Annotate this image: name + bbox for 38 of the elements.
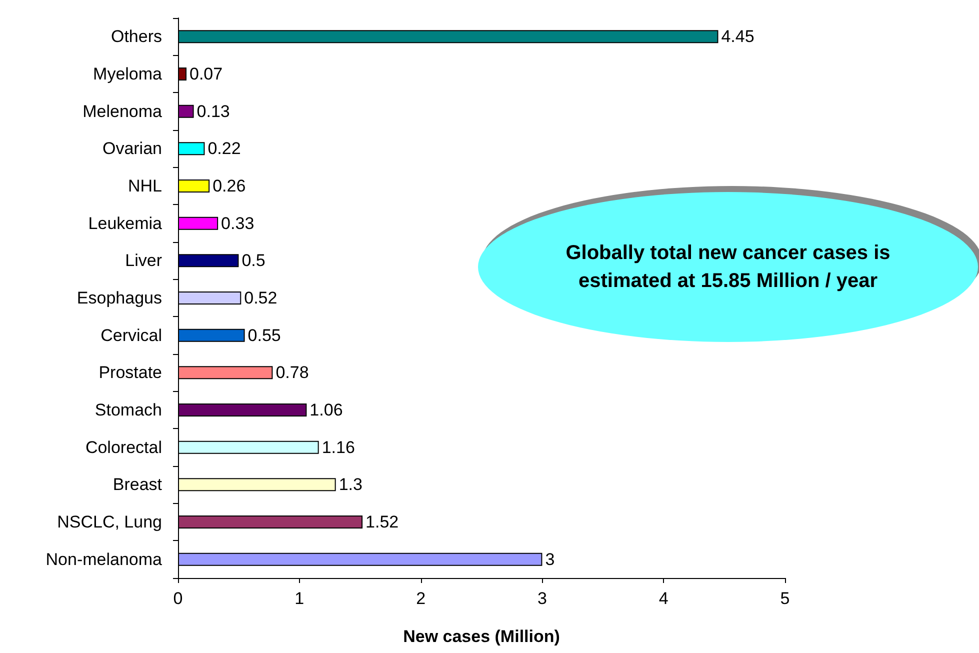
data-label: 0.52 xyxy=(244,288,278,308)
x-tick-label: 5 xyxy=(780,589,790,608)
data-label: 1.52 xyxy=(366,512,399,532)
x-tick-label: 4 xyxy=(658,589,668,608)
data-label: 0.5 xyxy=(242,251,266,270)
data-label: 0.55 xyxy=(248,326,281,345)
y-tick-label: NSCLC, Lung xyxy=(57,512,162,532)
x-tick-label: 0 xyxy=(173,589,183,608)
data-label: 1.16 xyxy=(322,438,355,457)
x-tick-label: 2 xyxy=(416,589,426,608)
ellipse-callout: Globally total new cancer cases is estimated at 15.85 Million / year xyxy=(478,192,978,342)
y-tick-label: Ovarian xyxy=(102,139,162,158)
data-label: 0.26 xyxy=(212,176,246,196)
y-tick-label: Non-melanoma xyxy=(46,550,163,569)
data-label: 1.3 xyxy=(338,475,362,494)
data-label: 1.06 xyxy=(310,400,343,420)
x-tick-label: 3 xyxy=(537,589,547,608)
data-label: 0.13 xyxy=(196,102,230,121)
y-tick-label: Prostate xyxy=(98,363,162,382)
data-label: 0.22 xyxy=(208,139,241,158)
y-tick-label: Leukemia xyxy=(88,214,163,233)
y-tick-label: Liver xyxy=(125,251,162,270)
data-label: 0.07 xyxy=(190,64,223,84)
data-label: 0.33 xyxy=(221,214,254,233)
y-tick-label: Cervical xyxy=(100,326,162,345)
data-label: 3 xyxy=(545,550,555,569)
x-tick-label: 1 xyxy=(294,589,304,608)
y-tick-label: Myeloma xyxy=(93,64,163,84)
y-tick-label: Others xyxy=(110,27,162,46)
y-tick-label: Esophagus xyxy=(76,288,162,308)
y-tick-label: Breast xyxy=(112,475,162,494)
data-label: 0.78 xyxy=(276,363,309,382)
x-axis-title: New cases (Million) xyxy=(403,627,560,646)
data-label: 4.45 xyxy=(721,27,754,46)
y-tick-label: Melenoma xyxy=(82,102,163,121)
y-tick-label: NHL xyxy=(128,176,162,196)
y-tick-label: Colorectal xyxy=(85,438,162,457)
y-tick-label: Stomach xyxy=(94,400,162,420)
